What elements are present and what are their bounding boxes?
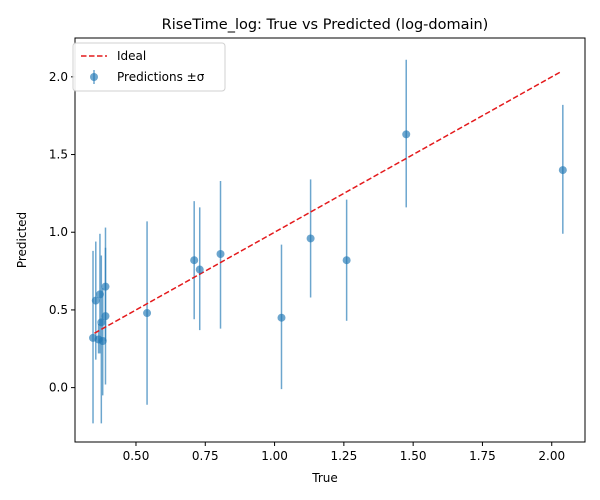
data-point-1 — [91, 296, 100, 305]
x-tick-label-1: 0.75 — [192, 449, 219, 463]
plot-frame — [74, 37, 586, 443]
y-tick-label-1: 0.5 — [49, 303, 68, 317]
data-point-12 — [277, 313, 286, 322]
data-point-15 — [402, 130, 411, 139]
data-point-3 — [95, 290, 104, 299]
chart-title: RiseTime_log: True vs Predicted (log-dom… — [162, 17, 489, 33]
x-tick-label-5: 1.75 — [469, 449, 496, 463]
legend-ideal-label: Ideal — [117, 49, 146, 63]
x-axis: 0.50 0.75 1.00 1.25 1.50 1.75 2.00 — [123, 442, 565, 463]
data-point-11 — [216, 249, 225, 258]
x-tick-label-2: 1.00 — [261, 449, 288, 463]
x-tick-label-0: 0.50 — [123, 449, 150, 463]
legend-predictions-label: Predictions ±σ — [117, 70, 205, 84]
y-tick-label-4: 2.0 — [49, 70, 68, 84]
data-point-8 — [143, 309, 152, 318]
data-point-16 — [558, 166, 567, 175]
y-axis-title: Predicted — [15, 212, 29, 268]
plot-area — [74, 37, 586, 443]
data-point-7 — [101, 312, 110, 321]
data-point-5 — [98, 337, 107, 345]
y-axis: 0.0 0.5 1.0 1.5 2.0 — [49, 70, 75, 395]
x-tick-label-6: 2.00 — [538, 449, 565, 463]
x-tick-label-3: 1.25 — [330, 449, 357, 463]
x-axis-title: True — [311, 471, 338, 485]
y-tick-label-0: 0.0 — [49, 381, 68, 395]
data-point-4 — [97, 318, 106, 327]
legend: Ideal Predictions ±σ — [72, 42, 226, 92]
legend-box — [72, 42, 226, 92]
data-point-14 — [342, 256, 351, 265]
data-point-10 — [195, 265, 204, 274]
data-point-9 — [190, 256, 199, 265]
data-point-13 — [306, 234, 315, 243]
x-tick-label-4: 1.50 — [400, 449, 427, 463]
y-tick-label-3: 1.5 — [49, 148, 68, 162]
legend-predictions-point-swatch — [90, 73, 98, 81]
data-points — [89, 130, 567, 345]
data-point-6 — [101, 282, 110, 291]
y-tick-label-2: 1.0 — [49, 225, 68, 239]
ideal-line — [94, 71, 561, 334]
